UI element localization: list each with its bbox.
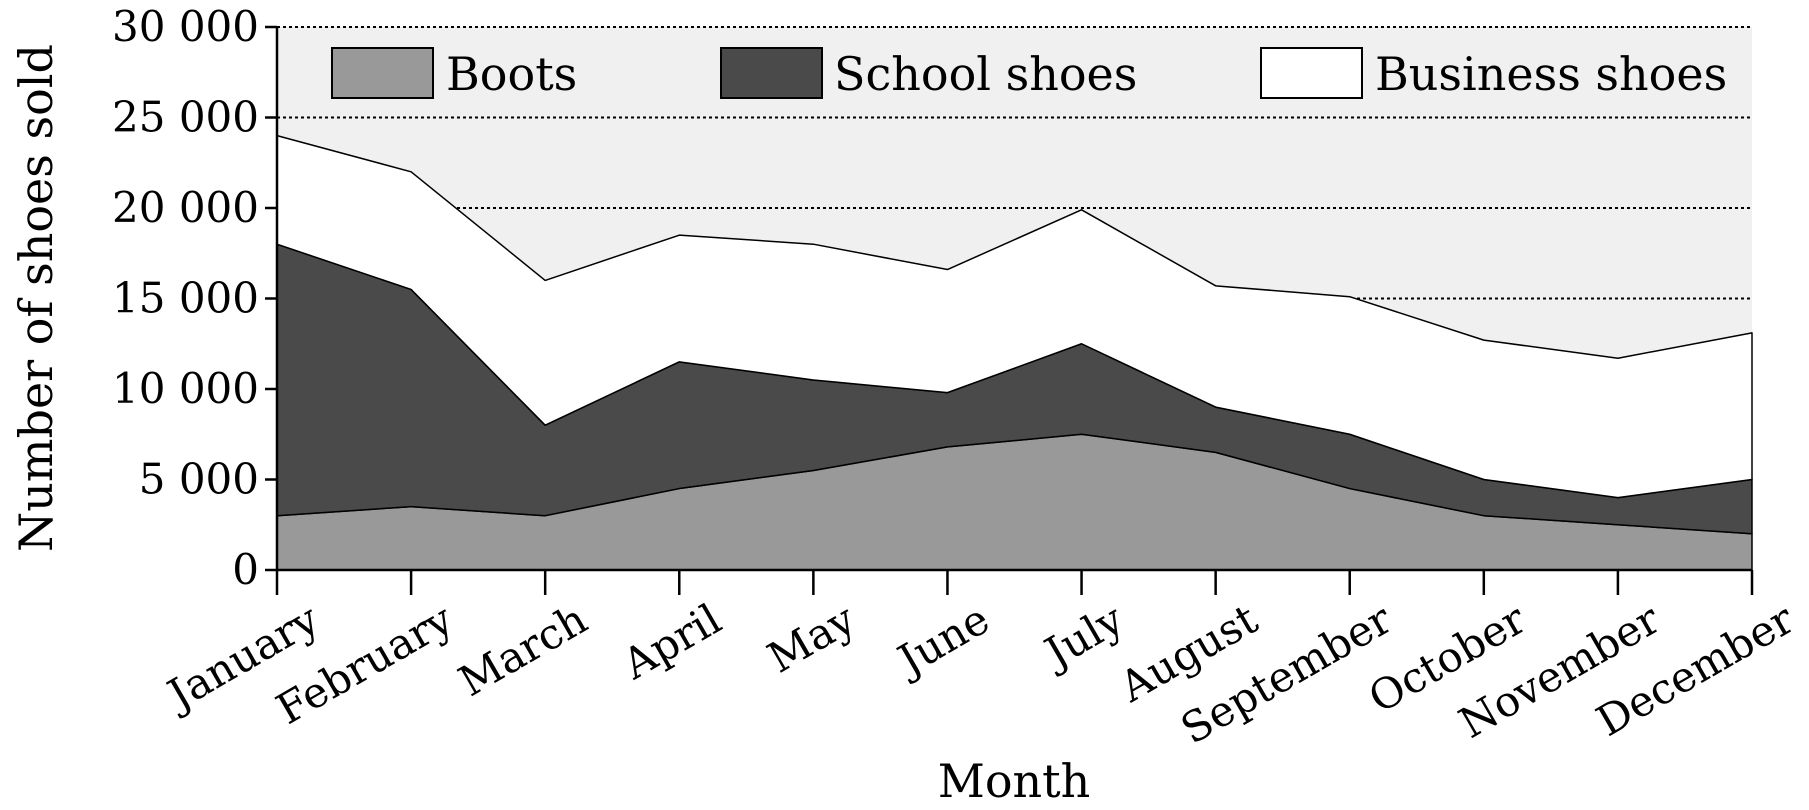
area-business-shoes <box>276 134 1753 499</box>
x-tick-label: May <box>759 594 863 682</box>
y-tick-label: 30 000 <box>112 2 259 51</box>
legend-swatch-school-shoes <box>720 47 823 99</box>
y-tick-label: 0 <box>232 545 259 594</box>
y-tick-label: 20 000 <box>112 183 259 232</box>
x-tick-label: June <box>887 594 998 686</box>
legend-label-school-shoes: School shoes <box>834 47 1137 101</box>
legend-label-business-shoes: Business shoes <box>1375 47 1727 101</box>
y-tick-label: 25 000 <box>112 93 259 142</box>
legend-swatch-boots <box>331 47 434 99</box>
x-tick-label: March <box>451 594 596 706</box>
y-tick-label: 15 000 <box>112 274 259 323</box>
y-axis-title: Number of shoes sold <box>9 44 63 552</box>
x-axis-title: Month <box>938 754 1091 808</box>
y-axis-ticks: 0 5 000 10 000 15 000 20 000 25 000 30 000 <box>112 2 277 594</box>
legend-swatch-business-shoes <box>1260 47 1363 99</box>
y-tick-label: 5 000 <box>139 455 259 504</box>
x-tick-label: April <box>614 594 730 689</box>
legend-label-boots: Boots <box>446 47 577 101</box>
legend: Boots School shoes Business shoes <box>331 47 1727 101</box>
y-tick-label: 10 000 <box>112 364 259 413</box>
